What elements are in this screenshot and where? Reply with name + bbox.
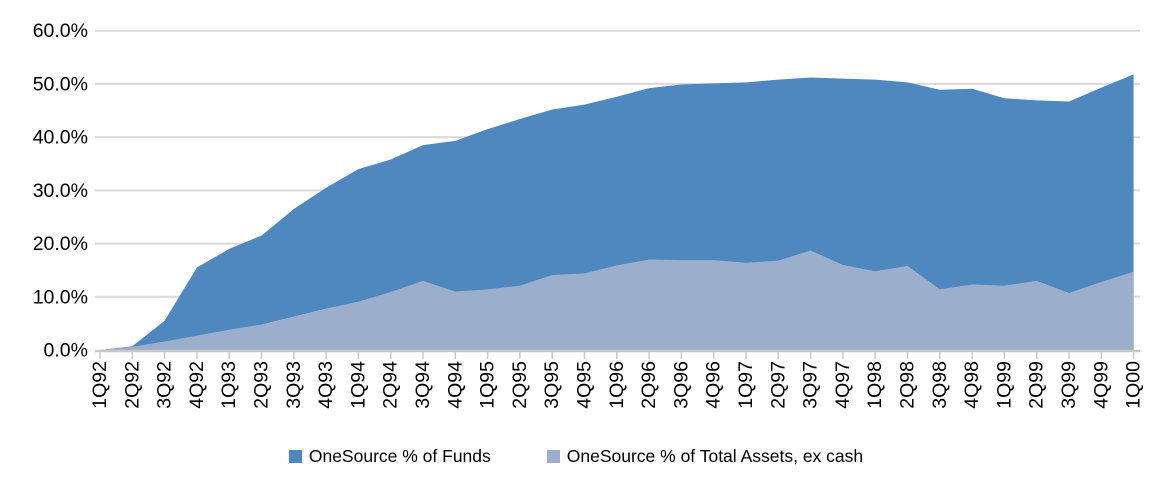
x-axis-label: 4Q93: [315, 361, 337, 409]
x-axis-label: 4Q97: [832, 361, 854, 409]
x-axis-label: 4Q98: [961, 361, 983, 409]
x-axis-label: 4Q95: [574, 361, 596, 409]
legend-label-assets: OneSource % of Total Assets, ex cash: [566, 446, 864, 466]
x-axis-label: 1Q98: [864, 361, 886, 409]
x-axis-label: 4Q96: [703, 361, 725, 409]
x-axis-label: 3Q92: [154, 361, 176, 409]
y-axis-label: 40.0%: [33, 127, 88, 149]
x-axis-label: 3Q99: [1058, 361, 1080, 409]
y-axis-label: 60.0%: [33, 20, 88, 42]
area-series-assets: [100, 250, 1134, 350]
x-axis-label: 1Q92: [89, 361, 111, 409]
legend-marker-funds-icon: [288, 450, 302, 463]
x-axis-label: 1Q96: [606, 361, 628, 409]
x-axis-label: 1Q94: [347, 361, 369, 409]
legend-marker-assets-icon: [546, 450, 560, 463]
x-axis-label: 2Q96: [638, 361, 660, 409]
x-axis-label: 4Q99: [1090, 361, 1112, 409]
x-axis-label: 1Q99: [993, 361, 1015, 409]
x-axis-label: 3Q94: [412, 361, 434, 409]
x-axis-label: 3Q97: [800, 361, 822, 409]
x-axis-label: 2Q99: [1026, 361, 1048, 409]
legend-item-funds: OneSource % of Funds: [288, 446, 491, 467]
y-axis-label: 50.0%: [33, 73, 88, 95]
x-axis-label: 3Q96: [670, 361, 692, 409]
x-axis-label: 1Q95: [477, 361, 499, 409]
x-axis-label: 1Q97: [735, 361, 757, 409]
x-axis-label: 2Q93: [251, 361, 273, 409]
x-axis-label: 2Q98: [897, 361, 919, 409]
legend-label-funds: OneSource % of Funds: [308, 446, 491, 466]
y-axis-label: 20.0%: [33, 233, 88, 255]
x-axis-label: 1Q00: [1123, 361, 1145, 409]
y-axis-label: 10.0%: [33, 286, 88, 308]
x-axis-label: 2Q95: [509, 361, 531, 409]
y-axis-label: 0.0%: [44, 340, 88, 362]
x-axis-label: 2Q94: [380, 361, 402, 409]
legend: OneSource % of Funds OneSource % of Tota…: [0, 446, 1152, 467]
y-axis-label: 30.0%: [33, 180, 88, 202]
x-axis-label: 2Q97: [767, 361, 789, 409]
x-axis-label: 3Q98: [929, 361, 951, 409]
legend-item-assets: OneSource % of Total Assets, ex cash: [546, 446, 864, 467]
x-axis-label: 4Q92: [186, 361, 208, 409]
x-axis-label: 1Q93: [218, 361, 240, 409]
x-axis-label: 3Q93: [283, 361, 305, 409]
x-axis-label: 3Q95: [541, 361, 563, 409]
x-axis-label: 4Q94: [444, 361, 466, 409]
x-axis-label: 2Q92: [121, 361, 143, 409]
